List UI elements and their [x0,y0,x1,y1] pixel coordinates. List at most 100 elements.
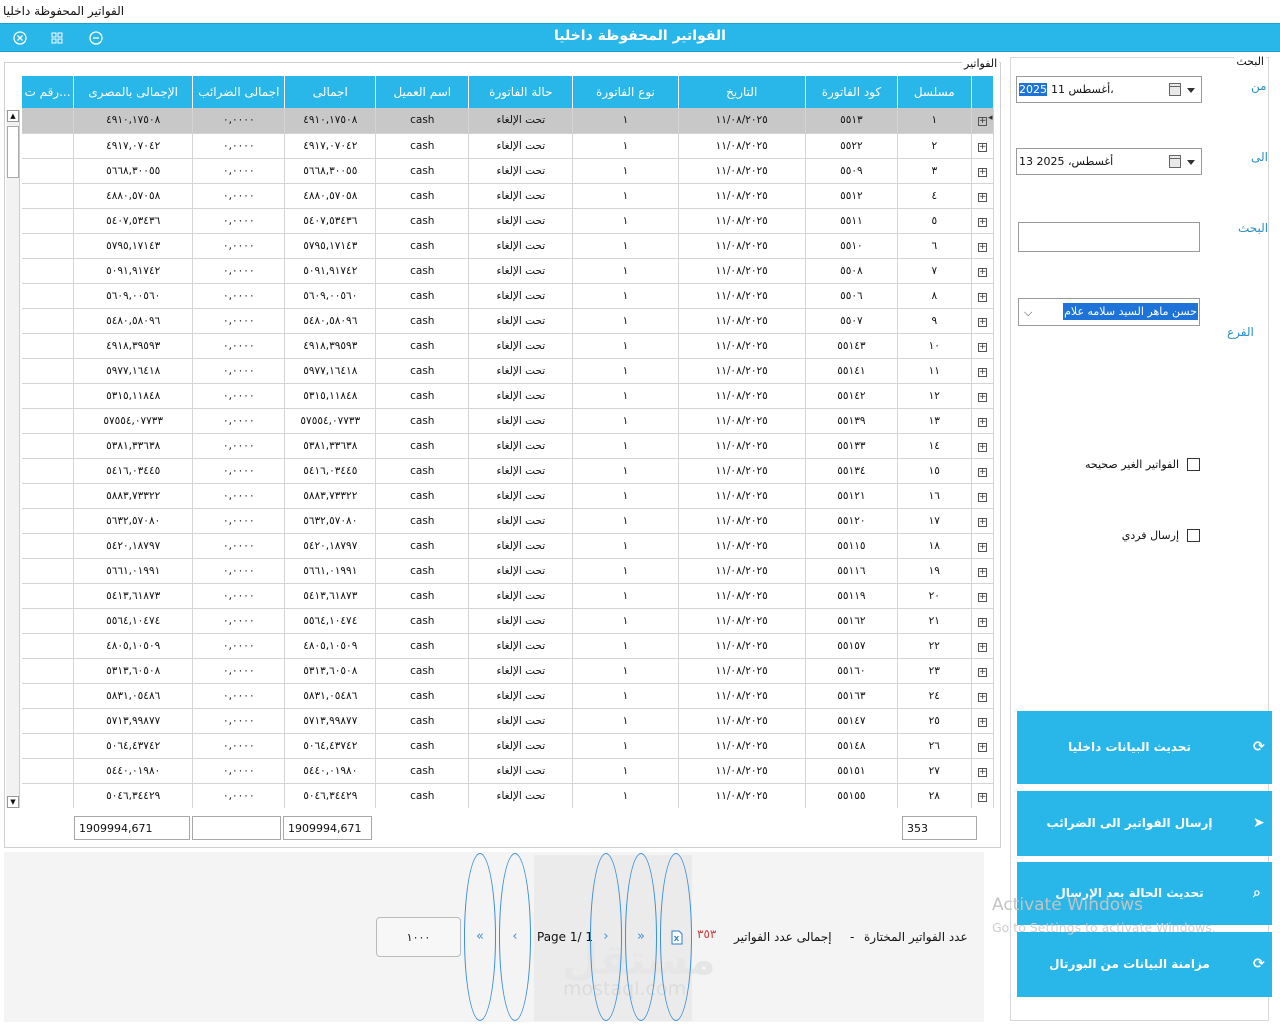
calendar-icon[interactable] [1169,155,1181,168]
table-row[interactable]: ٥٤٠٧,٥٣٤٣٦ ٠,٠٠٠٠ ٥٤٠٧,٥٣٤٣٦ cash تحت الإلغا… [22,208,995,234]
close-icon[interactable] [11,29,29,47]
header-col-total[interactable]: اجمالى [284,76,377,108]
expand-plus-icon[interactable]: + [977,716,987,727]
expand-plus-icon[interactable]: + [977,366,987,377]
row-expand-cell[interactable]: + [971,583,995,609]
page-size-input[interactable]: ١٠٠٠ [376,917,461,957]
header-col-code[interactable]: كود الفاتورة [805,76,898,108]
dropdown-arrow-icon[interactable] [1187,160,1195,165]
row-expand-cell[interactable]: + [971,183,995,209]
table-row[interactable]: ٥٦٦١,٠١٩٩١ ٠,٠٠٠٠ ٥٦٦١,٠١٩٩١ cash تحت الإلغا… [22,558,995,584]
table-row[interactable]: ٥٤١٣,٦١٨٧٣ ٠,٠٠٠٠ ٥٤١٣,٦١٨٧٣ cash تحت الإلغا… [22,583,995,609]
calendar-icon[interactable] [1169,83,1181,96]
header-col-status[interactable]: حالة الفاتورة [468,76,574,108]
row-expand-cell[interactable]: + [971,133,995,159]
expand-plus-icon[interactable]: + [977,491,987,502]
table-row[interactable]: ٥٧٩٥,١٧١٤٣ ٠,٠٠٠٠ ٥٧٩٥,١٧١٤٣ cash تحت الإلغا… [22,233,995,259]
header-col-egp-total[interactable]: الإجمالى بالمصرى [73,76,194,108]
table-row[interactable]: ٤٩١٧,٠٧٠٤٢ ٠,٠٠٠٠ ٤٩١٧,٠٧٠٤٢ cash تحت الإلغا… [22,133,995,159]
row-expand-cell[interactable]: + [971,458,995,484]
expand-plus-icon[interactable]: + [977,116,987,127]
individual-send-option[interactable]: إرسال فردي [1122,529,1200,542]
table-row[interactable]: ٥٤١٦,٠٣٤٤٥ ٠,٠٠٠٠ ٥٤١٦,٠٣٤٤٥ cash تحت الإلغا… [22,458,995,484]
expand-plus-icon[interactable]: + [977,266,987,277]
row-expand-cell[interactable]: + [971,433,995,459]
expand-plus-icon[interactable]: + [977,741,987,752]
header-col-tax-total[interactable]: اجمالى الضرائب [192,76,286,108]
table-row[interactable]: ٥٣١٥,١١٨٤٨ ٠,٠٠٠٠ ٥٣١٥,١١٨٤٨ cash تحت الإلغا… [22,383,995,409]
expand-plus-icon[interactable]: + [977,241,987,252]
table-row[interactable]: ٤٩١٨,٣٩٥٩٣ ٠,٠٠٠٠ ٤٩١٨,٣٩٥٩٣ cash تحت الإلغا… [22,333,995,359]
expand-plus-icon[interactable]: + [977,466,987,477]
row-expand-cell[interactable]: + [971,483,995,509]
row-expand-cell[interactable]: + [971,333,995,359]
invoices-grid[interactable]: رقم ت... الإجمالى بالمصرى اجمالى الضرائب اج… [6,76,1003,808]
expand-plus-icon[interactable]: + [977,541,987,552]
minimize-icon[interactable] [87,29,105,47]
table-row[interactable]: ٤٩١٠,١٧٥٠٨ ٠,٠٠٠٠ ٤٩١٠,١٧٥٠٨ cash تحت الإلغا… [22,108,995,134]
row-expand-cell[interactable]: + [971,158,995,184]
expand-plus-icon[interactable]: + [977,316,987,327]
row-expand-cell[interactable]: + [971,283,995,309]
prev-page-button[interactable]: ‹ [499,853,531,1021]
expand-plus-icon[interactable]: + [977,391,987,402]
expand-plus-icon[interactable]: + [977,566,987,577]
table-row[interactable]: ٤٨٠٥,١٠٥٠٩ ٠,٠٠٠٠ ٤٨٠٥,١٠٥٠٩ cash تحت الإلغا… [22,633,995,659]
table-row[interactable]: ٥٠٦٤,٤٣٧٤٢ ٠,٠٠٠٠ ٥٠٦٤,٤٣٧٤٢ cash تحت الإلغا… [22,733,995,759]
row-expand-cell[interactable]: + [971,208,995,234]
row-expand-cell[interactable]: + [971,783,995,808]
row-expand-cell[interactable]: + [971,533,995,559]
expand-plus-icon[interactable]: + [977,791,987,802]
table-row[interactable]: ٤٨٨٠,٥٧٠٥٨ ٠,٠٠٠٠ ٤٨٨٠,٥٧٠٥٨ cash تحت الإلغا… [22,183,995,209]
table-row[interactable]: ٥٦٠٩,٠٠٥٦٠ ٠,٠٠٠٠ ٥٦٠٩,٠٠٥٦٠ cash تحت الإلغا… [22,283,995,309]
first-page-button[interactable]: « [464,853,496,1021]
row-expand-cell[interactable]: + [971,708,995,734]
vertical-scrollbar[interactable]: ▲ ▼ [6,110,20,808]
expand-plus-icon[interactable]: + [977,166,987,177]
row-expand-cell[interactable]: + [971,558,995,584]
to-date-picker[interactable]: 13 أغسطس، 2025 [1016,148,1202,175]
expand-plus-icon[interactable]: + [977,416,987,427]
scroll-up-icon[interactable]: ▲ [7,110,19,122]
last-page-button[interactable]: » [625,853,657,1021]
row-expand-cell[interactable]: + [971,383,995,409]
header-col-tax-number[interactable]: رقم ت... [22,76,75,108]
table-row[interactable]: ٥٥٦٤,١٠٤٧٤ ٠,٠٠٠٠ ٥٥٦٤,١٠٤٧٤ cash تحت الإلغا… [22,608,995,634]
dropdown-arrow-icon[interactable] [1187,88,1195,93]
table-row[interactable]: ٥٠٩١,٩١٧٤٢ ٠,٠٠٠٠ ٥٠٩١,٩١٧٤٢ cash تحت الإلغا… [22,258,995,284]
table-row[interactable]: ٥٩٧٧,١٦٤١٨ ٠,٠٠٠٠ ٥٩٧٧,١٦٤١٨ cash تحت الإلغا… [22,358,995,384]
individual-send-checkbox[interactable] [1187,529,1200,542]
row-expand-cell[interactable]: + [971,608,995,634]
send-to-tax-button[interactable]: إرسال الفواتير الى الضرائب ➤ [1017,791,1272,856]
next-page-button[interactable]: › [590,853,622,1021]
table-row[interactable]: ٥٨٣١,٠٥٤٨٦ ٠,٠٠٠٠ ٥٨٣١,٠٥٤٨٦ cash تحت الإلغا… [22,683,995,709]
table-row[interactable]: ٥٤٢٠,١٨٧٩٧ ٠,٠٠٠٠ ٥٤٢٠,١٨٧٩٧ cash تحت الإلغا… [22,533,995,559]
table-row[interactable]: ٥٧١٣,٩٩٨٧٧ ٠,٠٠٠٠ ٥٧١٣,٩٩٨٧٧ cash تحت الإلغا… [22,708,995,734]
table-row[interactable]: ٥٣٨١,٣٣٦٣٨ ٠,٠٠٠٠ ٥٣٨١,٣٣٦٣٨ cash تحت الإلغا… [22,433,995,459]
table-row[interactable]: ٥٦٦٨,٣٠٠٥٥ ٠,٠٠٠٠ ٥٦٦٨,٣٠٠٥٥ cash تحت الإلغا… [22,158,995,184]
chevron-down-icon[interactable]: ⌵ [1024,306,1033,319]
expand-plus-icon[interactable]: + [977,766,987,777]
export-excel-button[interactable] [660,853,692,1021]
row-expand-cell[interactable]: + [971,258,995,284]
expand-plus-icon[interactable]: + [977,591,987,602]
table-row[interactable]: ٥٤٤٠,٠١٩٨٠ ٠,٠٠٠٠ ٥٤٤٠,٠١٩٨٠ cash تحت الإلغا… [22,758,995,784]
expand-plus-icon[interactable]: + [977,441,987,452]
row-expand-cell[interactable]: + [971,758,995,784]
header-col-type[interactable]: نوع الفاتورة [572,76,679,108]
table-row[interactable]: ٥٠٤٦,٣٤٤٢٩ ٠,٠٠٠٠ ٥٠٤٦,٣٤٤٢٩ cash تحت الإلغا… [22,783,995,808]
scroll-thumb[interactable] [7,126,19,178]
sync-portal-button[interactable]: مزامنة البيانات من البورتال ⟳ [1017,932,1272,997]
branch-select[interactable]: حسن ماهر السيد سلامه علام ⌵ [1018,298,1200,326]
row-expand-cell[interactable]: + [971,683,995,709]
restore-icon[interactable] [48,29,66,47]
row-expand-cell[interactable]: + [971,358,995,384]
table-row[interactable]: ٥٦٣٢,٥٧٠٨٠ ٠,٠٠٠٠ ٥٦٣٢,٥٧٠٨٠ cash تحت الإلغا… [22,508,995,534]
row-expand-cell[interactable]: + [971,108,995,134]
header-col-client[interactable]: اسم العميل [375,76,470,108]
header-col-date[interactable]: التاريخ [678,76,806,108]
expand-plus-icon[interactable]: + [977,341,987,352]
row-expand-cell[interactable]: + [971,233,995,259]
invalid-invoices-option[interactable]: الفواتير الغير صحيحه [1085,458,1200,471]
search-input[interactable] [1018,222,1200,252]
